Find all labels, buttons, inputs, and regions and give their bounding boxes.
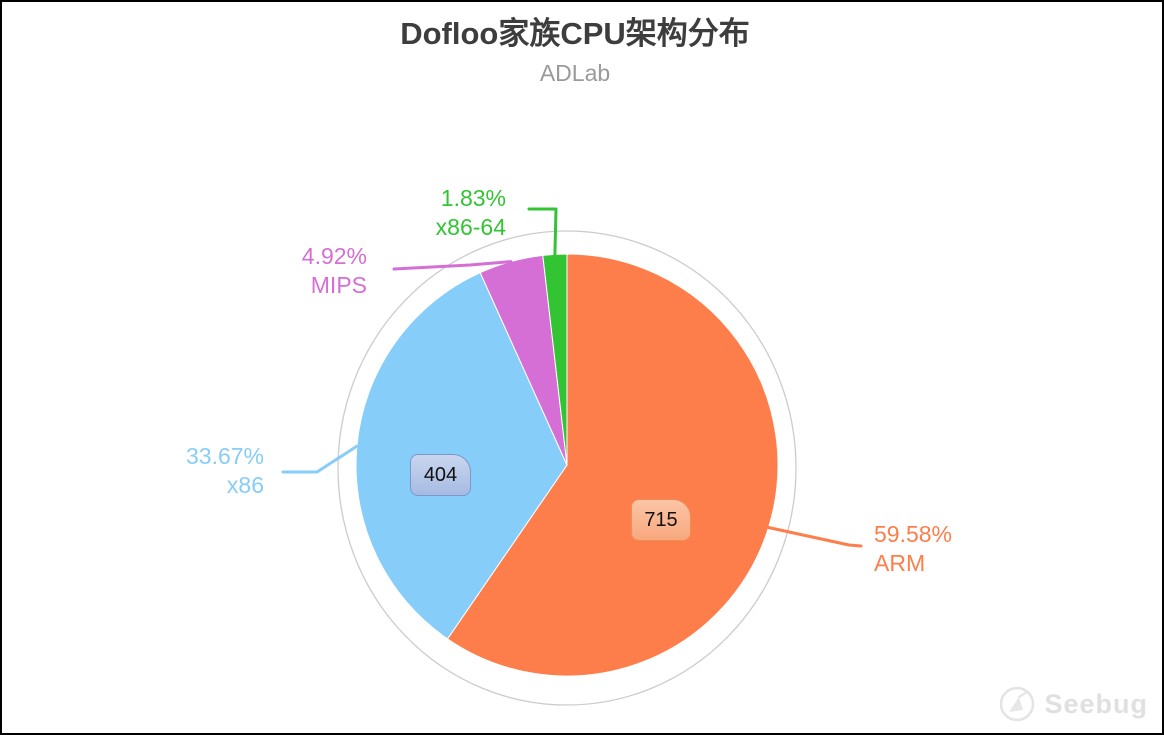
slice-percent-x86-64: 1.83% <box>440 185 506 211</box>
value-badge-arm: 715 <box>631 499 691 541</box>
chart-title: Dofloo家族CPU架构分布 <box>400 16 750 51</box>
slice-name-x86-64: x86-64 <box>435 214 506 240</box>
slice-label-x86: 33.67% x86 <box>186 442 264 500</box>
leader-line-x86 <box>281 444 359 474</box>
seebug-logo-text: Seebug <box>1044 688 1148 719</box>
slice-label-mips: 4.92% MIPS <box>302 242 367 300</box>
slice-label-x86-64: 1.83% x86-64 <box>436 184 506 242</box>
pie-outer-ring <box>337 230 797 706</box>
slice-percent-mips: 4.92% <box>301 243 367 269</box>
slice-percent-x86: 33.67% <box>185 443 264 469</box>
leader-line-arm <box>767 526 863 548</box>
value-badge-x86-text: 404 <box>423 463 458 486</box>
slice-name-x86: x86 <box>226 472 264 498</box>
slice-name-mips: MIPS <box>310 272 367 298</box>
chart-subtitle: ADLab <box>539 60 611 86</box>
seebug-watermark: Seebug <box>996 683 1148 725</box>
leader-line-x86-64 <box>527 207 558 256</box>
slice-name-arm: ARM <box>874 550 926 576</box>
value-badge-x86: 404 <box>410 454 471 496</box>
leader-line-mips <box>392 260 513 271</box>
slice-label-arm: 59.58% ARM <box>874 520 952 578</box>
value-badge-arm-text: 715 <box>644 508 678 531</box>
seebug-logo-icon <box>1000 686 1035 722</box>
slice-percent-arm: 59.58% <box>874 521 953 547</box>
